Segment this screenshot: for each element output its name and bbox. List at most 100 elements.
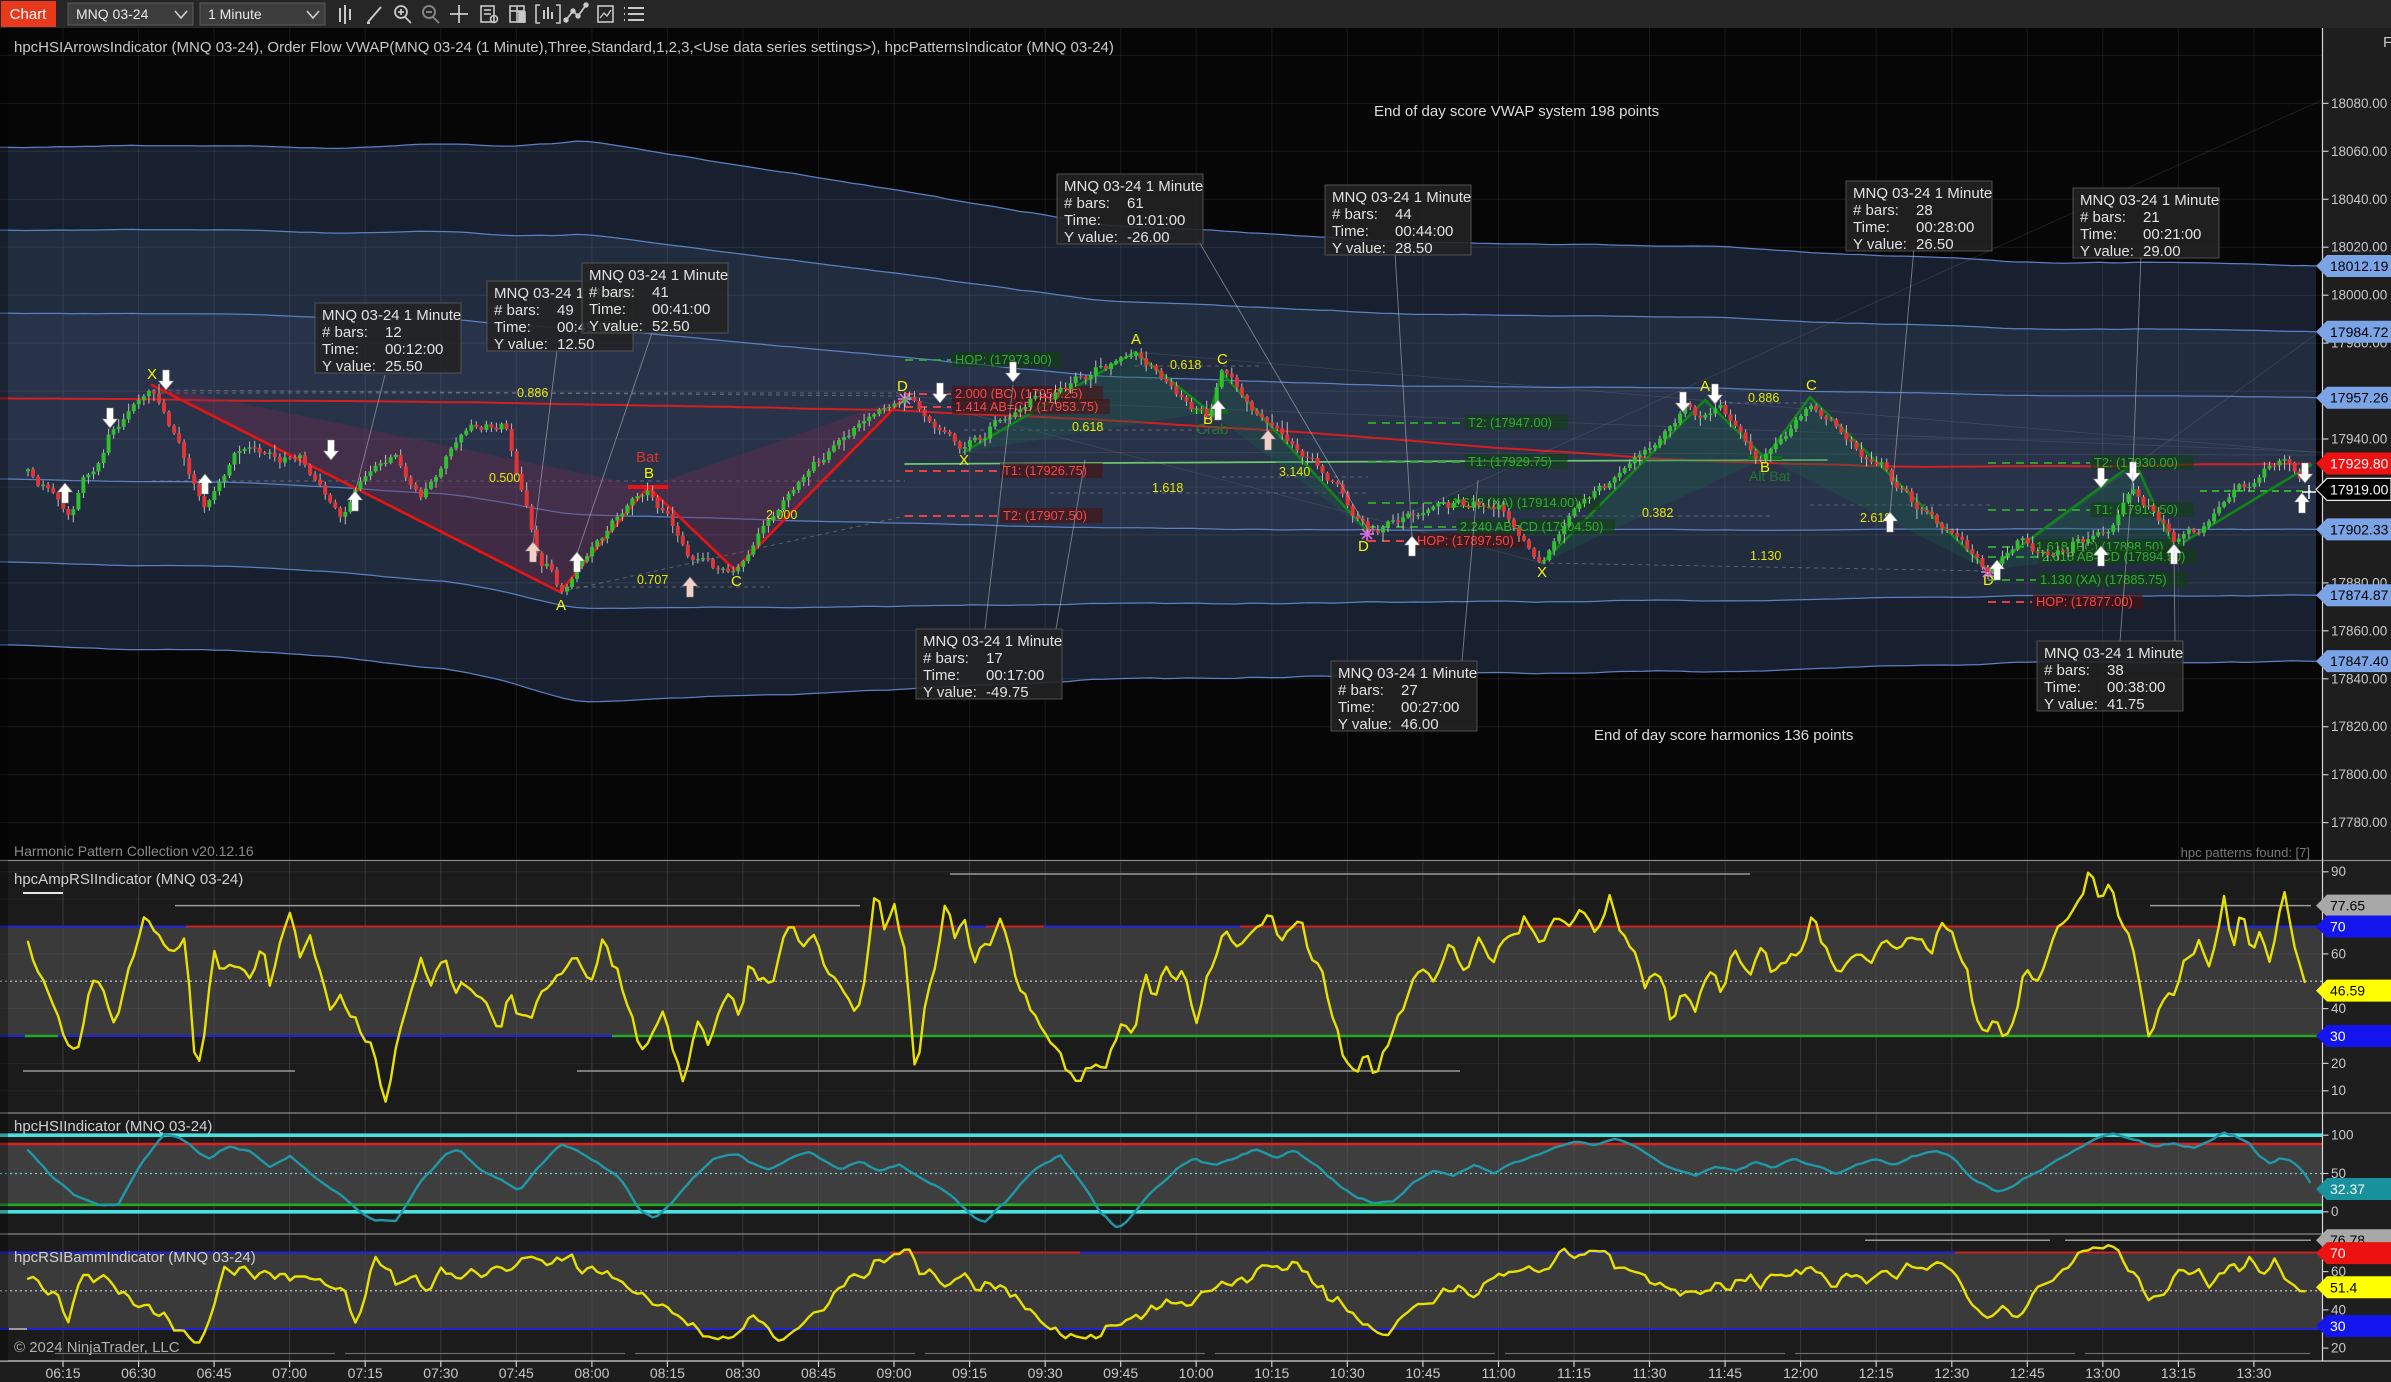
svg-text:09:30: 09:30 [1028,1365,1063,1381]
svg-text:0.886: 0.886 [517,386,548,400]
svg-text:12:15: 12:15 [1859,1365,1894,1381]
svg-text:2.240 AB=CD (17904.50): 2.240 AB=CD (17904.50) [1460,519,1603,534]
svg-text:# bars:: # bars: [1853,202,1899,219]
svg-text:# bars:: # bars: [322,324,368,341]
svg-text:10:15: 10:15 [1254,1365,1289,1381]
svg-text:T1: (17913.50): T1: (17913.50) [2094,502,2178,517]
svg-text:77.65: 77.65 [2330,898,2365,914]
svg-text:40: 40 [2331,1302,2346,1317]
svg-text:10: 10 [2331,1083,2346,1098]
svg-text:60: 60 [2331,946,2346,961]
svg-text:70: 70 [2330,919,2346,935]
svg-text:1.130 (XA) (17885.75): 1.130 (XA) (17885.75) [2040,572,2167,587]
svg-text:00:21:00: 00:21:00 [2143,226,2201,243]
svg-text:MNQ 03-24 1 Minute: MNQ 03-24 1 Minute [1064,178,1203,195]
svg-text:08:15: 08:15 [650,1365,685,1381]
svg-text:Y value:: Y value: [1338,716,1392,733]
svg-text:17847.40: 17847.40 [2330,653,2389,669]
svg-text:T2: (17907.50): T2: (17907.50) [1003,508,1087,523]
svg-text:90: 90 [2331,864,2346,879]
svg-text:29.00: 29.00 [2143,243,2181,260]
svg-text:06:30: 06:30 [121,1365,156,1381]
svg-text:Chart: Chart [10,6,48,23]
svg-text:Time:: Time: [1338,699,1375,716]
svg-text:32.37: 32.37 [2330,1181,2365,1197]
svg-text:C: C [1806,377,1817,394]
svg-text:© 2024 NinjaTrader, LLC: © 2024 NinjaTrader, LLC [14,1339,180,1356]
svg-text:08:45: 08:45 [801,1365,836,1381]
svg-text:46.00: 46.00 [1401,716,1439,733]
svg-text:18040.00: 18040.00 [2331,192,2387,207]
svg-text:# bars:: # bars: [1332,206,1378,223]
svg-text:00:12:00: 00:12:00 [385,341,443,358]
svg-text:17840.00: 17840.00 [2331,671,2387,686]
svg-text:41.75: 41.75 [2107,696,2145,713]
svg-text:01:01:00: 01:01:00 [1127,212,1185,229]
svg-text:06:45: 06:45 [197,1365,232,1381]
svg-text:# bars:: # bars: [1064,195,1110,212]
svg-text:Y value:: Y value: [2044,696,2098,713]
svg-text:MNQ 03-24 1 Minute: MNQ 03-24 1 Minute [322,307,461,324]
svg-text:13:15: 13:15 [2161,1365,2196,1381]
svg-text:A: A [1131,331,1141,348]
svg-text:0.886: 0.886 [1748,391,1779,405]
svg-text:12:30: 12:30 [1934,1365,1969,1381]
svg-text:X: X [147,366,157,383]
svg-text:Time:: Time: [1064,212,1101,229]
svg-text:11:00: 11:00 [1482,1365,1516,1381]
svg-text:MNQ 03-24 1 Minute: MNQ 03-24 1 Minute [1338,665,1477,682]
svg-text:# bars:: # bars: [2080,209,2126,226]
svg-text:HOP: (17897.50): HOP: (17897.50) [1417,533,1514,548]
svg-text:13:30: 13:30 [2236,1365,2271,1381]
svg-text:C: C [1217,351,1228,368]
svg-text:17940.00: 17940.00 [2331,432,2387,447]
svg-text:52.50: 52.50 [652,318,690,335]
svg-text:Time:: Time: [1332,223,1369,240]
svg-text:18080.00: 18080.00 [2331,96,2387,111]
svg-text:0.618: 0.618 [1072,420,1103,434]
svg-text:HOP: (17973.00): HOP: (17973.00) [955,352,1052,367]
svg-text:17860.00: 17860.00 [2331,623,2387,638]
svg-text:MNQ 03-24 1 Minute: MNQ 03-24 1 Minute [589,267,728,284]
svg-text:08:30: 08:30 [725,1365,760,1381]
svg-text:hpcHSIIndicator (MNQ 03-24): hpcHSIIndicator (MNQ 03-24) [14,1118,212,1135]
svg-text:# bars:: # bars: [2044,662,2090,679]
svg-text:18020.00: 18020.00 [2331,240,2387,255]
svg-text:Harmonic Pattern Collection v2: Harmonic Pattern Collection v20.12.16 [14,843,254,859]
svg-text:07:15: 07:15 [348,1365,383,1381]
svg-text:# bars:: # bars: [923,650,969,667]
svg-text:1.130: 1.130 [1750,549,1781,563]
svg-text:17984.72: 17984.72 [2330,324,2389,340]
svg-text:0.707: 0.707 [637,573,668,587]
svg-text:07:45: 07:45 [499,1365,534,1381]
svg-text:18012.19: 18012.19 [2330,258,2389,274]
svg-text:49: 49 [557,302,574,319]
svg-text:0.618: 0.618 [1170,358,1201,372]
svg-text:06:15: 06:15 [45,1365,80,1381]
svg-text:17902.33: 17902.33 [2330,521,2389,537]
svg-text:T1: (17926.75): T1: (17926.75) [1003,463,1087,478]
svg-text:# bars:: # bars: [589,284,635,301]
svg-text:D: D [1358,538,1369,555]
svg-text:17820.00: 17820.00 [2331,719,2387,734]
svg-text:2.618 AB=CD (17894.50): 2.618 AB=CD (17894.50) [2042,549,2185,564]
svg-text:28.50: 28.50 [1395,240,1433,257]
svg-text:Time:: Time: [2080,226,2117,243]
svg-text:41: 41 [652,284,669,301]
svg-text:T2: (17947.00): T2: (17947.00) [1468,415,1552,430]
svg-text:11:30: 11:30 [1633,1365,1667,1381]
svg-text:17800.00: 17800.00 [2331,767,2387,782]
svg-text:46.59: 46.59 [2330,983,2365,999]
svg-text:12:45: 12:45 [2010,1365,2045,1381]
svg-text:Bat: Bat [636,449,659,466]
svg-text:17874.87: 17874.87 [2330,587,2389,603]
svg-text:MNQ 03-24 1 Minute: MNQ 03-24 1 Minute [1332,189,1471,206]
svg-text:1.618 (XA) (17914.00): 1.618 (XA) (17914.00) [1452,495,1579,510]
svg-text:X: X [959,452,969,469]
svg-text:30: 30 [2330,1028,2346,1044]
svg-text:MNQ 03-24 1 Minute: MNQ 03-24 1 Minute [923,633,1062,650]
svg-text:Y value:: Y value: [494,336,548,353]
svg-text:09:00: 09:00 [876,1365,911,1381]
svg-text:# bars:: # bars: [1338,682,1384,699]
svg-text:18060.00: 18060.00 [2331,144,2387,159]
